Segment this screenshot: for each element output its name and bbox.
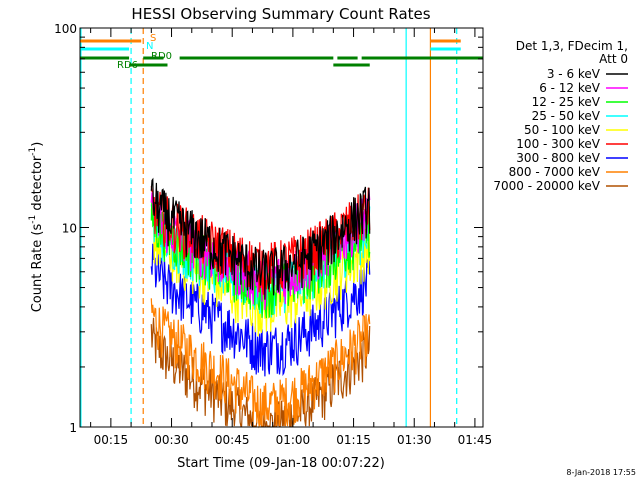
legend-label: 800 - 7000 keV	[509, 165, 601, 179]
x-tick-label: 01:45	[458, 433, 493, 447]
marker-layer	[80, 28, 458, 427]
legend-header-line-1: Det 1,3, FDecim 1,	[516, 39, 628, 53]
y-label-exp-2: -1	[28, 147, 38, 156]
y-label-exp-1: -1	[28, 215, 38, 224]
flag-label-n: N	[146, 41, 153, 52]
y-tick-label: 100	[54, 22, 77, 36]
svg-text:Count Rate (s-1 detector-1): Count Rate (s-1 detector-1)	[28, 142, 45, 313]
flag-label-rd0: RD0	[151, 51, 172, 62]
y-axis-label: Count Rate (s-1 detector-1)	[28, 142, 45, 313]
series-line-800-7000-kev	[150, 298, 371, 429]
flag-label-rd6: RD6	[117, 60, 138, 71]
series-line-3-6-kev	[150, 177, 371, 300]
x-ticks: 00:15 00:30 00:45 01:00 01:15 01:30 01:45	[90, 28, 493, 447]
legend-label: 25 - 50 keV	[532, 109, 601, 123]
x-axis-label: Start Time (09-Jan-18 00:07:22)	[177, 456, 385, 471]
legend-label: 300 - 800 keV	[516, 151, 600, 165]
legend-label: 6 - 12 keV	[539, 81, 601, 95]
y-tick-label: 1	[69, 421, 77, 435]
x-tick-label: 00:15	[94, 433, 129, 447]
x-tick-label: 00:45	[215, 433, 250, 447]
x-tick-label: 01:30	[397, 433, 432, 447]
x-tick-label: 00:30	[154, 433, 189, 447]
legend-label: 3 - 6 keV	[547, 67, 601, 81]
series-line-300-800-kev	[150, 243, 371, 377]
x-tick-label: 01:00	[276, 433, 311, 447]
data-layer	[150, 177, 371, 429]
legend-label: 100 - 300 keV	[516, 137, 600, 151]
legend-header-line-2: Att 0	[599, 52, 628, 66]
y-label-part-3: )	[30, 142, 45, 147]
legend-label: 12 - 25 keV	[532, 95, 601, 109]
y-label-part-2: detector	[30, 155, 45, 215]
footer-timestamp: 8-Jan-2018 17:55	[566, 468, 636, 477]
chart-title: HESSI Observing Summary Count Rates	[131, 5, 430, 23]
y-label-part-1: Count Rate (s	[30, 224, 45, 313]
legend-label: 7000 - 20000 keV	[493, 179, 600, 193]
plot-frame	[79, 27, 484, 428]
flag-label-s: S	[150, 33, 156, 44]
y-tick-label: 10	[62, 222, 77, 236]
x-tick-label: 01:15	[336, 433, 371, 447]
legend-label: 50 - 100 keV	[524, 123, 601, 137]
y-ticks: 1 10 100	[54, 22, 483, 435]
